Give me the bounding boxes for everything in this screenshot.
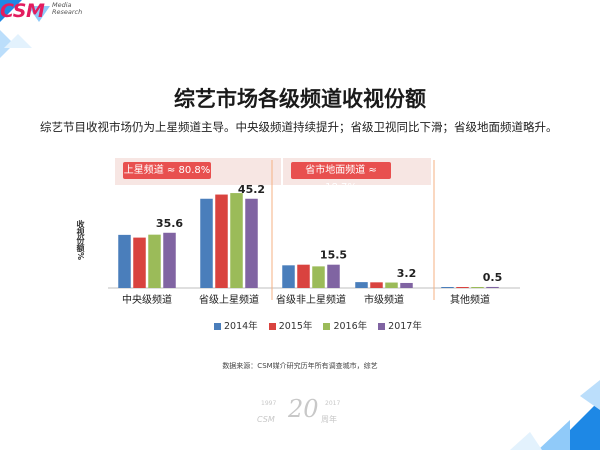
bar-省级非上星频道-2015年 <box>297 264 310 288</box>
legend-item-2016: 2016年 <box>323 318 367 332</box>
x-tick-label-省级非上星频道: 省级非上星频道 <box>276 293 346 306</box>
x-tick-label-省级上星频道: 省级上星频道 <box>199 293 259 306</box>
data-label-其他频道: 0.5 <box>483 271 503 284</box>
bar-省级上星频道-2016年 <box>230 193 243 288</box>
bar-中央级频道-2014年 <box>118 234 131 288</box>
legend-item-2017: 2017年 <box>378 318 422 332</box>
corner-decoration-bottom-right <box>510 380 600 450</box>
bar-市级频道-2015年 <box>370 282 383 288</box>
bar-中央级频道-2016年 <box>148 234 161 288</box>
brand-name: CSM <box>0 0 45 22</box>
bar-市级频道-2017年 <box>400 282 413 288</box>
bar-中央级频道-2015年 <box>133 237 146 288</box>
data-label-省级非上星频道: 15.5 <box>320 249 347 262</box>
anniversary-number: 20 <box>287 395 319 423</box>
bar-中央级频道-2017年 <box>163 232 176 288</box>
bar-省级非上星频道-2016年 <box>312 266 325 288</box>
page-subtitle: 综艺节目收视市场仍为上星频道主导。中央级频道持续提升；省级卫视同比下滑；省级地面… <box>40 120 558 134</box>
bar-省级非上星频道-2017年 <box>327 264 340 288</box>
corner-decoration-top-left <box>0 0 50 58</box>
bar-其他频道-2015年 <box>456 287 469 288</box>
x-tick-label-市级频道: 市级频道 <box>364 293 404 306</box>
bar-市级频道-2016年 <box>385 282 398 288</box>
bar-省级上星频道-2014年 <box>200 198 213 288</box>
data-label-省级上星频道: 45.2 <box>238 183 265 196</box>
anniversary-prefix: CSM <box>257 415 275 424</box>
data-source-note: 数据来源：CSM媒介研究历年所有调查城市，综艺 <box>222 362 378 370</box>
chart-legend: 2014年 2015年 2016年 2017年 <box>214 318 430 332</box>
badge-satellite-share: 上星频道 ≈ 80.8% <box>123 162 211 179</box>
bar-省级上星频道-2017年 <box>245 198 258 288</box>
bar-其他频道-2016年 <box>471 287 484 288</box>
anniversary-logo: 1997 2017 20 CSM 周年 <box>257 395 340 424</box>
data-label-市级频道: 3.2 <box>397 267 417 280</box>
anniversary-to-year: 2017 <box>325 400 340 407</box>
bar-省级上星频道-2015年 <box>215 194 228 288</box>
x-tick-label-中央级频道: 中央级频道 <box>122 293 172 306</box>
brand-tagline: Media Research <box>52 1 83 16</box>
legend-item-2014: 2014年 <box>214 318 258 332</box>
x-tick-label-其他频道: 其他频道 <box>450 293 490 306</box>
badge-terrestrial-share: 省市地面频道 ≈ 18.7% <box>291 162 391 193</box>
anniversary-suffix: 周年 <box>321 414 337 424</box>
y-axis-label: 收视份额% <box>76 220 85 261</box>
page-title: 综艺市场各级频道收视份额 <box>174 87 426 111</box>
bar-市级频道-2014年 <box>355 282 368 288</box>
data-label-中央级频道: 35.6 <box>156 217 183 230</box>
anniversary-from-year: 1997 <box>261 400 276 407</box>
bar-其他频道-2017年 <box>486 286 499 288</box>
bar-其他频道-2014年 <box>441 287 454 288</box>
bar-省级非上星频道-2014年 <box>282 265 295 288</box>
legend-item-2015: 2015年 <box>268 318 312 332</box>
csm-logo: CSM Media Research <box>0 0 83 24</box>
